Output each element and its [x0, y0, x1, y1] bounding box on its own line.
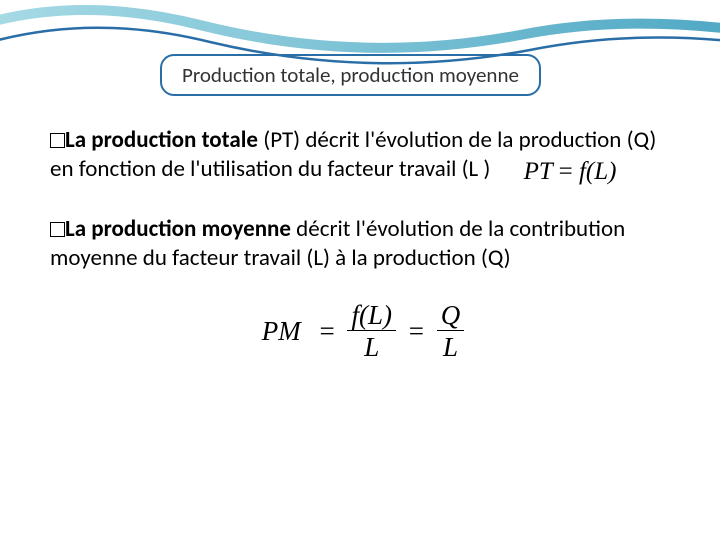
formula-pt-lhs: PT	[524, 158, 553, 185]
bullet-icon	[50, 133, 65, 148]
paragraph-2: La production moyenne décrit l'évolution…	[50, 215, 670, 273]
formula-pt-rhs: f(L)	[579, 158, 617, 185]
frac2-num: Q	[437, 301, 465, 332]
formula-pt: PT = f(L)	[524, 158, 617, 185]
frac1-den: L	[347, 331, 396, 363]
eq-sign: =	[314, 316, 341, 346]
slide-title: Production totale, production moyenne	[160, 54, 541, 96]
formula-pm: PM = f(L) L = Q L	[50, 301, 670, 364]
paragraph-1: La production totale (PT) décrit l'évolu…	[50, 126, 670, 187]
frac-2: Q L	[437, 301, 465, 364]
bullet-icon	[50, 222, 65, 237]
frac1-num: f(L)	[347, 301, 396, 332]
formula-pm-lhs: PM	[256, 316, 307, 346]
para2-lead: La production moyenne	[65, 215, 291, 243]
frac-1: f(L) L	[347, 301, 396, 364]
para1-lead: La production totale	[65, 126, 258, 154]
slide-content: Production totale, production moyenne La…	[0, 0, 720, 394]
eq-sign: =	[403, 316, 430, 346]
frac2-den: L	[437, 331, 465, 363]
body-text: La production totale (PT) décrit l'évolu…	[50, 126, 670, 364]
formula-pt-eq: =	[559, 158, 573, 185]
